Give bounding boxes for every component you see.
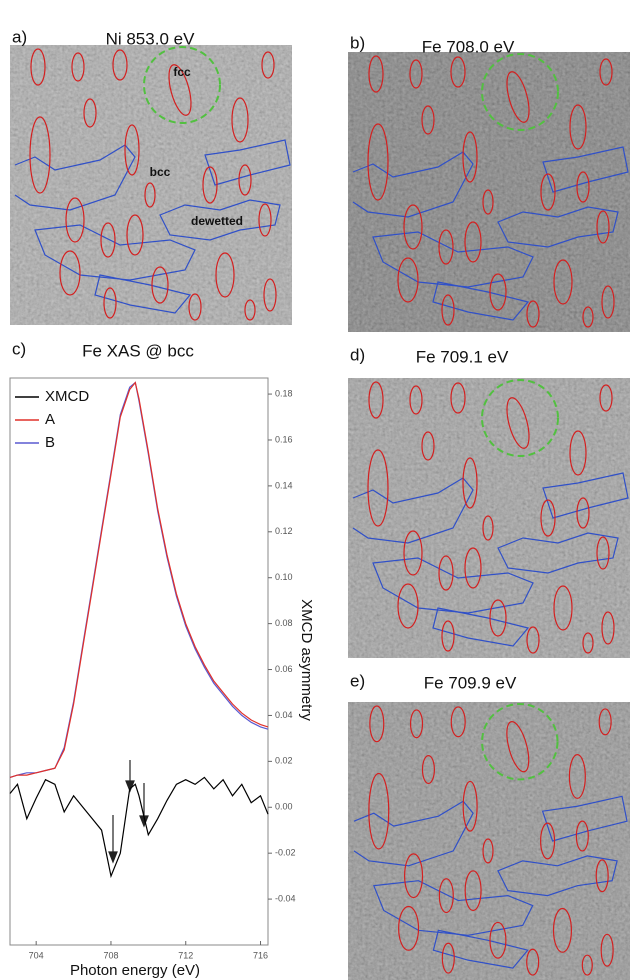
x-tick-label: 716 <box>253 950 268 960</box>
panel-e: e) Fe 709.9 eV <box>348 671 630 980</box>
texture <box>348 52 630 332</box>
panel-title: Fe 709.9 eV <box>424 673 517 692</box>
plot-frame <box>9 377 269 946</box>
y-tick-label: -0.04 <box>275 893 296 903</box>
y-tick-label: 0.18 <box>275 388 293 398</box>
y-tick-label: 0.08 <box>275 618 293 628</box>
panel-label: b) <box>350 33 365 52</box>
panel-label: c) <box>12 339 26 358</box>
legend-label: XMCD <box>45 388 89 405</box>
y-tick-label: 0.04 <box>275 710 293 720</box>
panel-label: d) <box>350 345 365 364</box>
annotation: fcc <box>173 65 191 79</box>
series-line <box>9 381 269 778</box>
legend-label: B <box>45 434 55 451</box>
panel-b: b) Fe 708.0 eV <box>348 33 630 332</box>
x-tick-label: 712 <box>178 950 193 960</box>
arrows <box>108 760 149 864</box>
y-tick-label: 0.00 <box>275 802 293 812</box>
y-tick-label: 0.06 <box>275 664 293 674</box>
panel-title: Fe 709.1 eV <box>416 347 509 366</box>
panel-a: a) Ni 853.0 eV fcc bcc dewetted <box>10 27 292 325</box>
panel-label: e) <box>350 671 365 690</box>
texture <box>10 45 292 325</box>
y-tick-label: 0.10 <box>275 572 293 582</box>
panel-d: d) Fe 709.1 eV <box>348 345 630 658</box>
x-tick-label: 708 <box>103 950 118 960</box>
y-tick-label: 0.14 <box>275 480 293 490</box>
x-axis-label: Photon energy (eV) <box>70 962 200 979</box>
y-tick-label: 0.12 <box>275 526 293 536</box>
chart-title: Fe XAS @ bcc <box>82 341 194 360</box>
y-axis-label: XMCD asymmetry <box>298 599 315 721</box>
xas-chart: c) Fe XAS @ bcc Photon energy (eV) XMCD … <box>9 339 315 979</box>
panel-label: a) <box>12 27 27 46</box>
panel-title: Fe 708.0 eV <box>422 37 515 56</box>
legend-label: A <box>45 411 55 428</box>
x-tick-label: 704 <box>29 950 44 960</box>
y-tick-label: 0.02 <box>275 756 293 766</box>
annotation: bcc <box>150 165 171 179</box>
y-tick-label: 0.16 <box>275 434 293 444</box>
annotation: dewetted <box>191 214 243 228</box>
texture <box>348 702 630 980</box>
y-tick-label: -0.02 <box>275 848 296 858</box>
series-line <box>9 776 269 879</box>
texture <box>348 378 630 658</box>
panel-title: Ni 853.0 eV <box>106 29 195 48</box>
